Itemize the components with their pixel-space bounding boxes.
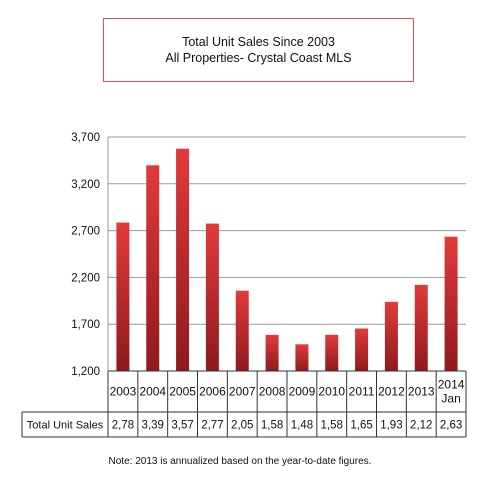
bar-2010: [325, 334, 339, 371]
table-cell: 1,93: [380, 420, 402, 432]
bar-2007: [235, 290, 249, 371]
y-tick-label: 1,200: [71, 366, 100, 378]
y-tick-label: 3,200: [71, 179, 100, 191]
y-tick-label: 1,700: [71, 319, 100, 331]
chart-title-line1: Total Unit Sales Since 2003: [182, 35, 335, 49]
x-tick-label: 2006: [199, 385, 226, 399]
x-tick-label: 2014 Jan: [438, 378, 465, 406]
bar-2003: [116, 222, 130, 371]
y-tick-label: 2,200: [71, 272, 100, 284]
table-cell: 2,05: [231, 420, 253, 432]
bar-2012: [384, 301, 398, 371]
x-tick-label: 2005: [169, 385, 196, 399]
bar-2011: [355, 328, 369, 371]
bar-2009: [295, 344, 309, 371]
chart-title-box: Total Unit Sales Since 2003 All Properti…: [103, 18, 414, 82]
bar-2005: [176, 148, 190, 371]
table-cell: 2,12: [410, 420, 432, 432]
bar-2004: [146, 165, 160, 371]
table-cell: 1,58: [261, 420, 283, 432]
footnote: Note: 2013 is annualized based on the ye…: [108, 456, 372, 467]
x-tick-label: 2007: [229, 385, 256, 399]
x-tick-label: 2013: [408, 385, 435, 399]
table-cell: 1,58: [321, 420, 343, 432]
x-tick-label: 2003: [110, 385, 137, 399]
x-tick-label: 2009: [289, 385, 316, 399]
x-tick-label: 2012: [378, 385, 405, 399]
table-cell: 3,57: [171, 420, 193, 432]
table-row-label: Total Unit Sales: [27, 420, 104, 432]
table-cell: 1,48: [291, 420, 313, 432]
x-tick-label: 2008: [259, 385, 286, 399]
chart-title-line2: All Properties- Crystal Coast MLS: [165, 51, 352, 65]
table-cell: 2,63: [440, 420, 462, 432]
x-tick-label: 2004: [139, 385, 166, 399]
table-cell: 3,39: [142, 420, 164, 432]
table-cell: 2,78: [112, 420, 134, 432]
y-tick-label: 2,700: [71, 226, 100, 238]
bar-2013: [414, 284, 428, 371]
table-cell: 2,77: [201, 420, 223, 432]
bar-2008: [265, 334, 279, 371]
bar-2006: [205, 223, 219, 371]
x-tick-label: 2011: [349, 385, 375, 399]
table-cell: 1,65: [350, 420, 372, 432]
bar-2014-jan: [444, 236, 458, 371]
y-tick-label: 3,700: [71, 132, 100, 144]
x-tick-label: 2010: [318, 385, 345, 399]
